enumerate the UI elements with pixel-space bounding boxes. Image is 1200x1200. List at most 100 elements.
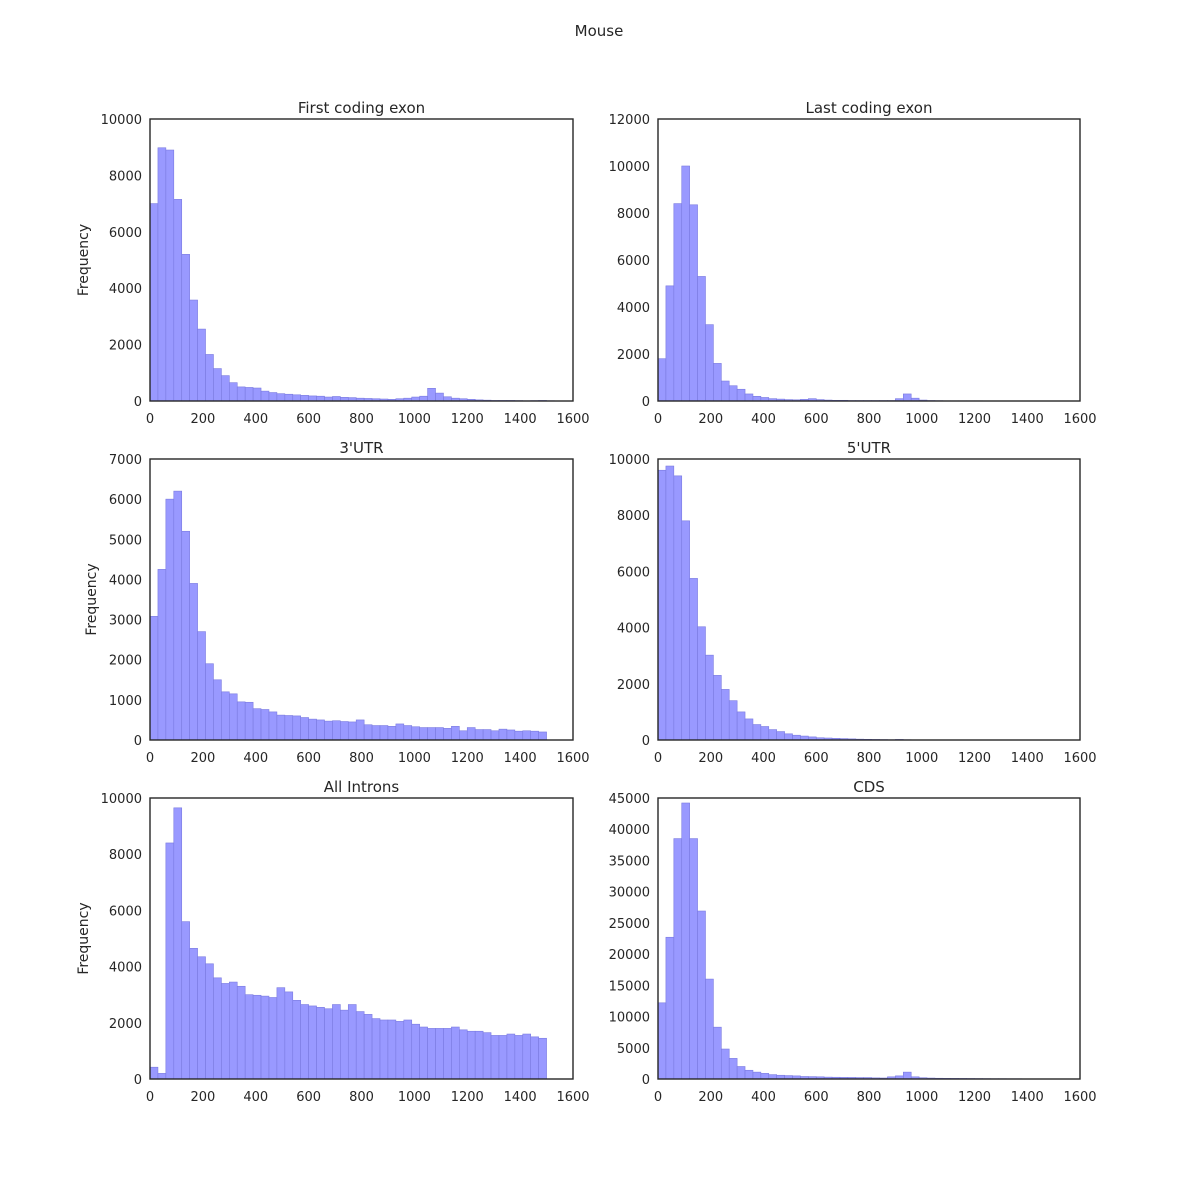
y-tick-label: 6000 <box>109 493 142 508</box>
histogram-bar <box>657 358 667 402</box>
histogram-bar <box>244 701 254 741</box>
histogram-bar <box>387 1019 397 1080</box>
x-tick-label: 1200 <box>958 1090 991 1105</box>
x-tick-label: 600 <box>804 1090 829 1105</box>
histogram-bar <box>427 388 436 402</box>
histogram-bar <box>776 731 785 741</box>
histogram-bar <box>268 997 278 1080</box>
histogram-bar <box>902 1071 912 1080</box>
histogram-bar <box>720 380 730 402</box>
histogram-bar <box>411 1023 420 1080</box>
histogram-bar <box>149 1066 159 1080</box>
histogram-bar <box>252 387 262 402</box>
panel-title: Last coding exon <box>806 99 933 117</box>
histogram-bar <box>522 1033 532 1080</box>
y-tick-label: 0 <box>642 395 650 410</box>
y-tick-label: 10000 <box>101 113 142 128</box>
x-tick-label: 1400 <box>1011 1090 1044 1105</box>
histogram-bar <box>752 395 762 402</box>
histogram-bar <box>657 469 667 741</box>
histogram-bar <box>451 1026 460 1080</box>
histogram-bar <box>403 1019 413 1080</box>
histogram-bar <box>292 394 301 402</box>
y-tick-label: 2000 <box>617 678 650 693</box>
x-tick-label: 800 <box>349 1090 374 1105</box>
histogram-bar <box>236 386 246 402</box>
histogram-bar <box>752 1071 762 1080</box>
figure-title: Mouse <box>575 22 624 40</box>
x-tick-label: 400 <box>243 1090 268 1105</box>
x-tick-label: 600 <box>296 751 321 766</box>
x-tick-label: 600 <box>296 412 321 427</box>
histogram-bar <box>760 1073 770 1080</box>
histogram-bar <box>300 1004 309 1080</box>
chart-panel: 0 200 400 600 800 1000 1200 1400 1600 0 1000 2000 30… <box>84 439 590 766</box>
histogram-bar <box>276 987 286 1080</box>
x-tick-label: 1000 <box>905 1090 938 1105</box>
plot-frame <box>657 797 1081 1080</box>
histogram-bar <box>157 1073 167 1080</box>
histogram-bar <box>744 718 754 741</box>
histogram-bar <box>149 616 159 741</box>
histogram-bar <box>363 1014 373 1080</box>
histogram-bar <box>316 719 325 741</box>
histogram-bar <box>760 726 770 741</box>
histogram-bar <box>197 631 206 741</box>
histogram-bar <box>244 994 254 1080</box>
x-tick-label: 0 <box>654 412 662 427</box>
histogram-bar <box>229 981 238 1080</box>
histogram-bar <box>443 1028 452 1080</box>
histogram-bar <box>157 569 167 741</box>
histogram-bar <box>427 727 436 741</box>
x-tick-label: 1600 <box>556 1090 589 1105</box>
histogram-bar <box>252 994 262 1080</box>
histogram-bar <box>292 1000 301 1080</box>
y-tick-label: 8000 <box>109 848 142 863</box>
histogram-bar <box>784 733 793 741</box>
histogram-bar <box>181 254 190 402</box>
chart-panel: 0 200 400 600 800 1000 1200 1400 1600 0 2000 4000 60… <box>609 99 1097 427</box>
histogram-bar <box>728 1058 738 1080</box>
y-axis-label: Frequency <box>76 902 92 974</box>
chart-panel: 0 200 400 600 800 1000 1200 1400 1600 0 2000 4000 60… <box>76 778 590 1105</box>
histogram-bar <box>482 1032 492 1080</box>
histogram-bar <box>165 498 175 741</box>
x-tick-label: 800 <box>857 412 882 427</box>
histogram-bar <box>371 725 381 741</box>
y-tick-label: 4000 <box>617 622 650 637</box>
histogram-bar <box>205 963 214 1080</box>
histogram-bar <box>705 654 714 741</box>
histogram-bar <box>744 1069 754 1080</box>
histogram-bar <box>744 393 754 402</box>
histogram-bar <box>292 715 301 741</box>
histogram-bar <box>284 393 294 402</box>
histogram-bar <box>705 324 714 402</box>
histogram-bar <box>427 1028 436 1080</box>
histogram-bar <box>752 724 762 741</box>
x-tick-label: 200 <box>190 751 215 766</box>
x-tick-label: 1200 <box>958 412 991 427</box>
y-tick-label: 0 <box>134 395 142 410</box>
x-tick-label: 1400 <box>504 1090 537 1105</box>
histogram-bar <box>205 354 214 402</box>
histogram-bar <box>197 956 206 1080</box>
y-tick-label: 40000 <box>609 823 650 838</box>
y-tick-label: 6000 <box>109 904 142 919</box>
histogram-bar <box>514 1035 524 1080</box>
y-tick-label: 2000 <box>109 339 142 354</box>
histogram-bar <box>157 147 167 402</box>
histogram-bar <box>657 1002 667 1080</box>
histogram-bar <box>221 375 230 402</box>
histogram-bar <box>665 285 675 402</box>
histogram-bar <box>419 1026 428 1080</box>
x-tick-label: 0 <box>146 412 154 427</box>
histogram-bar <box>697 626 706 741</box>
histogram-bar <box>332 1004 341 1080</box>
x-tick-label: 1600 <box>556 412 589 427</box>
histogram-bar <box>260 995 270 1080</box>
histogram-bar <box>229 382 238 402</box>
histogram-bar <box>681 520 690 741</box>
histogram-bar <box>236 701 246 741</box>
y-tick-label: 10000 <box>101 792 142 807</box>
